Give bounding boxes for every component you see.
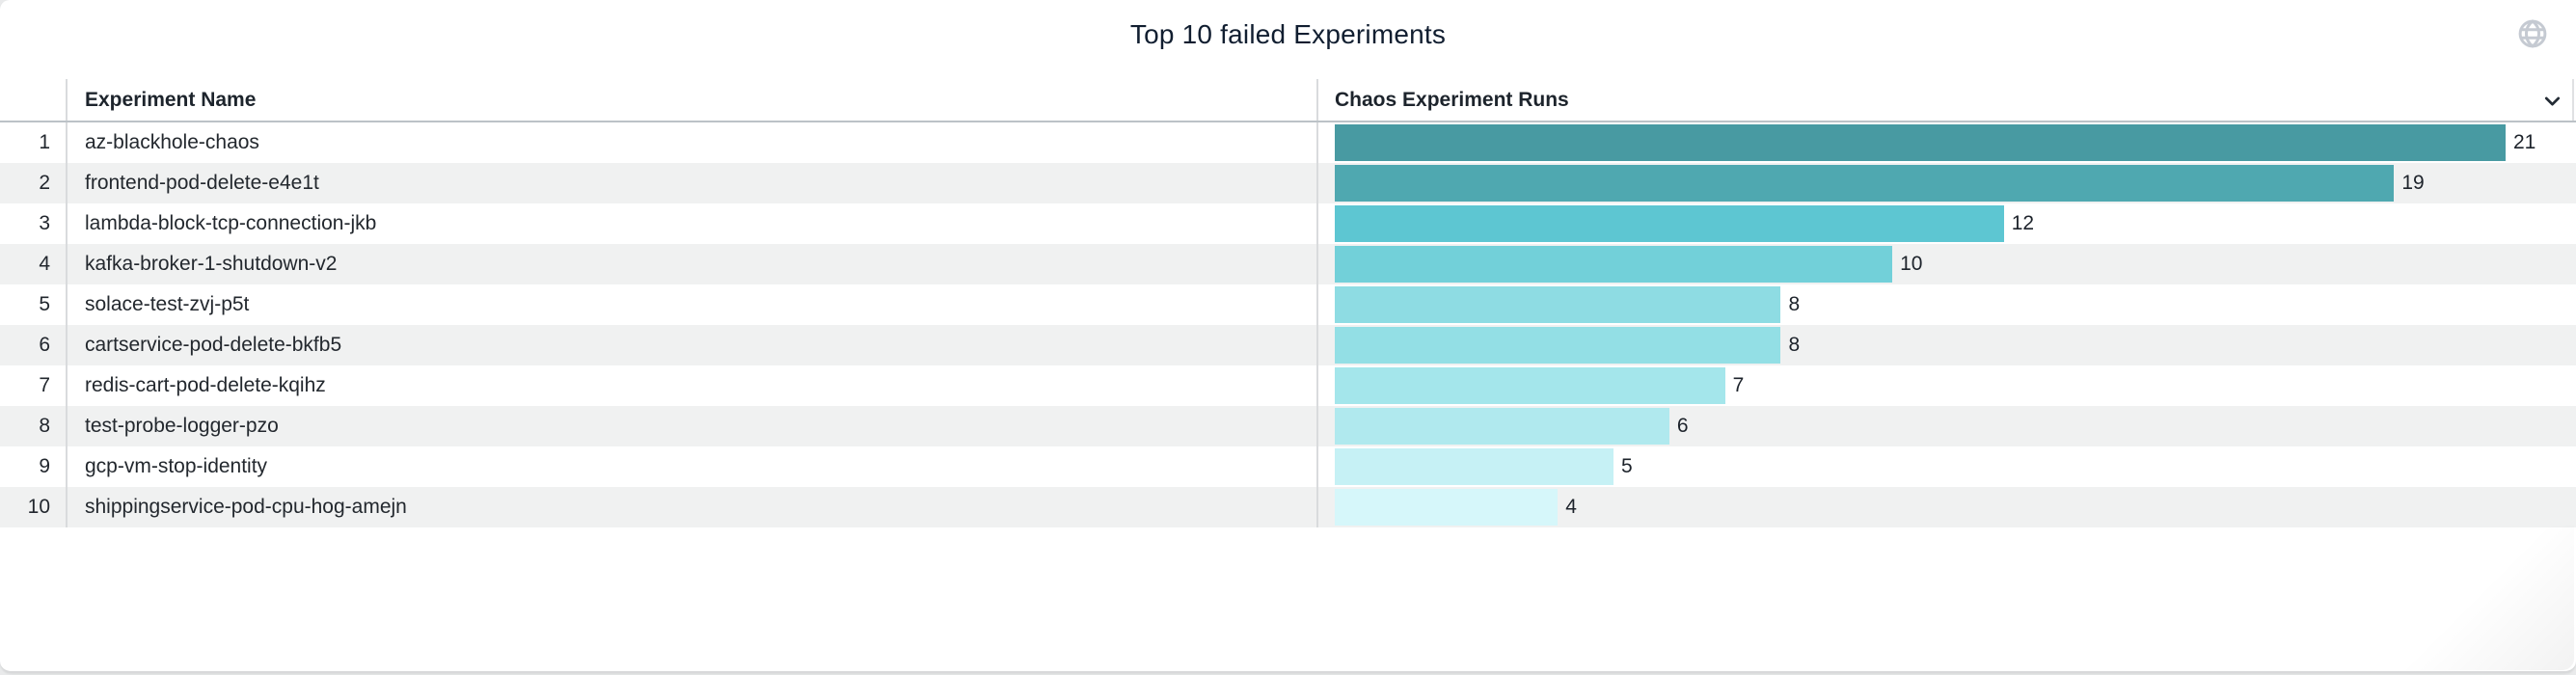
row-rank: 10 [0, 487, 68, 527]
runs-cell: 5 [1318, 446, 2576, 487]
row-rank: 7 [0, 365, 68, 406]
runs-bar [1335, 489, 1559, 526]
runs-bar [1335, 367, 1725, 404]
chevron-down-icon[interactable] [2540, 89, 2564, 113]
runs-value: 19 [2401, 172, 2425, 194]
experiment-name-cell: kafka-broker-1-shutdown-v2 [68, 244, 1318, 284]
row-rank: 3 [0, 203, 68, 244]
table-row: 8 test-probe-logger-pzo 6 [0, 406, 2576, 446]
runs-cell: 6 [1318, 406, 2576, 446]
row-rank: 5 [0, 284, 68, 325]
table-row: 1 az-blackhole-chaos 21 [0, 122, 2576, 163]
experiment-name-cell: redis-cart-pod-delete-kqihz [68, 365, 1318, 406]
runs-value: 4 [1565, 496, 1577, 518]
table-row: 2 frontend-pod-delete-e4e1t 19 [0, 163, 2576, 203]
table-row: 4 kafka-broker-1-shutdown-v2 10 [0, 244, 2576, 284]
runs-cell: 19 [1318, 163, 2576, 203]
experiment-name-cell: cartservice-pod-delete-bkfb5 [68, 325, 1318, 365]
runs-cell: 12 [1318, 203, 2576, 244]
runs-value: 10 [1900, 253, 1923, 275]
experiment-name-cell: frontend-pod-delete-e4e1t [68, 163, 1318, 203]
runs-cell: 10 [1318, 244, 2576, 284]
runs-value: 21 [2513, 131, 2536, 153]
row-rank: 6 [0, 325, 68, 365]
runs-bar [1335, 448, 1614, 485]
runs-cell: 4 [1318, 487, 2576, 527]
experiments-table: Experiment Name Chaos Experiment Runs 1 … [0, 79, 2576, 527]
table-row: 3 lambda-block-tcp-connection-jkb 12 [0, 203, 2576, 244]
header-right-divider [2572, 79, 2574, 121]
runs-value: 6 [1676, 415, 1689, 437]
table-row: 10 shippingservice-pod-cpu-hog-amejn 4 [0, 487, 2576, 527]
globe-icon[interactable] [2516, 17, 2549, 50]
experiment-name-cell: az-blackhole-chaos [68, 122, 1318, 163]
experiment-name-cell: solace-test-zvj-p5t [68, 284, 1318, 325]
row-rank: 1 [0, 122, 68, 163]
runs-cell: 8 [1318, 284, 2576, 325]
table-row: 9 gcp-vm-stop-identity 5 [0, 446, 2576, 487]
rank-column-header [0, 79, 68, 121]
runs-bar [1335, 165, 2395, 202]
experiment-name-cell: gcp-vm-stop-identity [68, 446, 1318, 487]
runs-bar [1335, 246, 1893, 283]
table-row: 5 solace-test-zvj-p5t 8 [0, 284, 2576, 325]
experiment-name-cell: lambda-block-tcp-connection-jkb [68, 203, 1318, 244]
experiment-name-header-label: Experiment Name [85, 88, 257, 111]
runs-bar [1335, 124, 2506, 161]
column-header-chaos-runs[interactable]: Chaos Experiment Runs [1318, 79, 2576, 121]
runs-value: 8 [1788, 293, 1801, 315]
runs-value: 8 [1788, 334, 1801, 356]
row-rank: 2 [0, 163, 68, 203]
runs-bar [1335, 205, 2004, 242]
experiment-name-cell: test-probe-logger-pzo [68, 406, 1318, 446]
runs-value: 5 [1621, 455, 1633, 477]
panel-resize-handle[interactable] [2400, 526, 2574, 670]
row-rank: 9 [0, 446, 68, 487]
row-rank: 8 [0, 406, 68, 446]
chaos-runs-header-label: Chaos Experiment Runs [1335, 88, 1569, 111]
runs-cell: 7 [1318, 365, 2576, 406]
runs-value: 12 [2011, 212, 2035, 234]
runs-bar [1335, 408, 1669, 445]
column-header-experiment-name[interactable]: Experiment Name [68, 79, 1318, 121]
experiment-name-cell: shippingservice-pod-cpu-hog-amejn [68, 487, 1318, 527]
runs-cell: 21 [1318, 122, 2576, 163]
table-header-row: Experiment Name Chaos Experiment Runs [0, 79, 2576, 122]
runs-bar [1335, 286, 1781, 323]
runs-value: 7 [1732, 374, 1745, 396]
table-row: 6 cartservice-pod-delete-bkfb5 8 [0, 325, 2576, 365]
runs-bar [1335, 327, 1781, 364]
table-row: 7 redis-cart-pod-delete-kqihz 7 [0, 365, 2576, 406]
row-rank: 4 [0, 244, 68, 284]
runs-cell: 8 [1318, 325, 2576, 365]
table-body: 1 az-blackhole-chaos 21 2 frontend-pod-d… [0, 122, 2576, 527]
panel-title: Top 10 failed Experiments [1129, 19, 1447, 49]
